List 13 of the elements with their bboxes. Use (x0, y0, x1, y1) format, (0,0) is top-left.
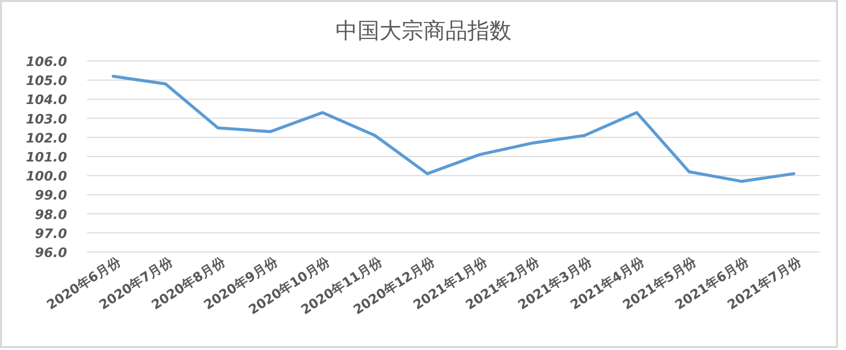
y-tick-label: 104.0 (26, 93, 67, 108)
y-tick-label: 102.0 (26, 131, 67, 146)
chart-title: 中国大宗商品指数 (336, 19, 512, 44)
y-tick-label: 99.0 (34, 188, 67, 204)
y-tick-label: 105.0 (26, 74, 67, 90)
y-tick-label: 98.0 (34, 208, 67, 223)
y-tick-label: 101.0 (26, 150, 67, 166)
y-tick-label: 106.0 (26, 55, 67, 70)
y-tick-label: 103.0 (26, 112, 67, 128)
y-tick-label: 97.0 (34, 226, 67, 242)
line-series (112, 74, 796, 183)
y-tick-label: 96.0 (34, 246, 67, 261)
y-tick-label: 100.0 (26, 170, 67, 185)
